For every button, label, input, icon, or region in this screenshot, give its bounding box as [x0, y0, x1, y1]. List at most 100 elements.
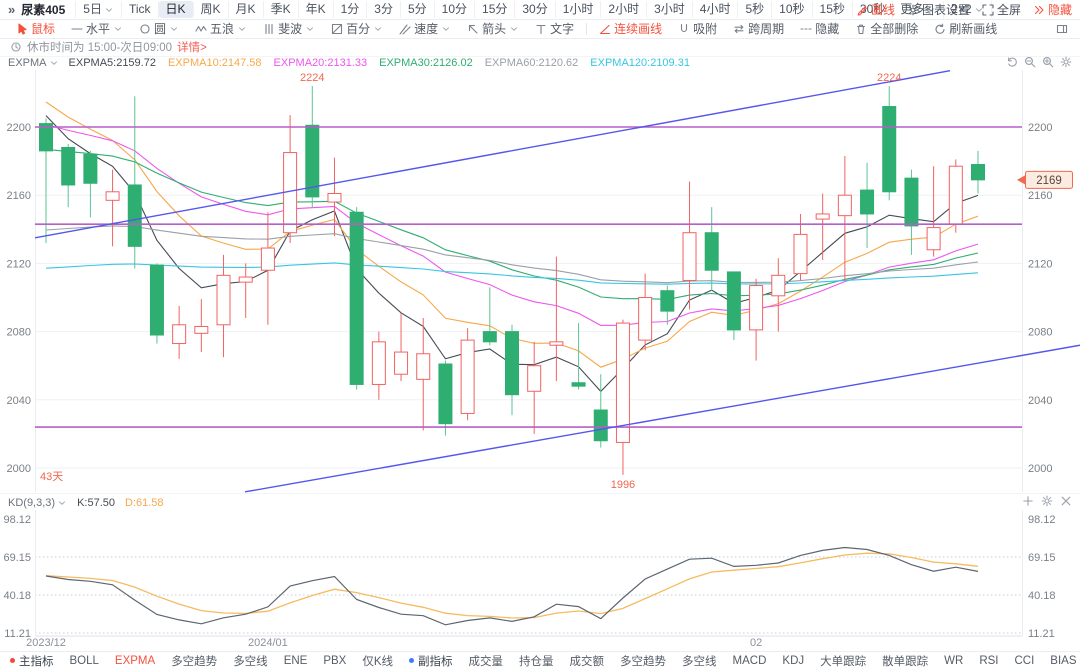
period-tab-week[interactable]: 周K — [194, 1, 229, 18]
svg-text:2120: 2120 — [1028, 258, 1052, 270]
layout-panel-button[interactable] — [1056, 23, 1072, 35]
gear-button[interactable] — [1041, 495, 1053, 510]
draw-mode-snap[interactable]: 吸附 — [670, 20, 725, 37]
period-tab-day[interactable]: 日K — [158, 1, 194, 18]
draw-button[interactable]: 画线 — [856, 1, 895, 18]
zoom-out-icon — [1024, 56, 1036, 68]
period-tab-year[interactable]: 年K — [299, 1, 334, 18]
main-indicator-ene[interactable]: ENE — [283, 654, 308, 667]
zoom-in-button[interactable] — [1042, 56, 1054, 71]
sub-indicator-open-interest[interactable]: 持仓量 — [519, 655, 554, 668]
collapse-panel-icon[interactable]: » — [8, 2, 16, 17]
undo-icon — [1006, 56, 1018, 68]
fibonacci-label: 斐波 — [278, 22, 303, 36]
fullscreen-button[interactable]: 全屏 — [982, 1, 1021, 18]
mouse-label: 鼠标 — [31, 22, 56, 36]
period-tab-3min[interactable]: 3分 — [367, 1, 401, 18]
draw-tool-percent[interactable]: 百分 — [323, 20, 391, 37]
draw-tool-five-wave[interactable]: 五浪 — [187, 20, 255, 37]
period-tab-10min[interactable]: 10分 — [435, 1, 476, 18]
draw-tool-fibonacci[interactable]: 斐波 — [255, 20, 323, 37]
main-indicator-boll[interactable]: BOLL — [69, 654, 99, 667]
period-tab-5min[interactable]: 5分 — [401, 1, 435, 18]
svg-text:2040: 2040 — [7, 395, 31, 407]
trash-icon — [855, 23, 867, 35]
sub-indicator-wr[interactable]: WR — [944, 654, 964, 667]
period-tab-30min[interactable]: 30分 — [515, 1, 556, 18]
period-tab-label: 5秒 — [745, 2, 765, 16]
draw-mode-continuous-draw[interactable]: 连续画线 — [591, 20, 670, 37]
symbol-title: 尿素405 — [21, 3, 66, 17]
period-tab-5d[interactable]: 5日 — [75, 1, 122, 18]
main-indicator-pbx[interactable]: PBX — [323, 654, 347, 667]
plus-button[interactable] — [1022, 495, 1034, 510]
circle-icon — [139, 23, 151, 35]
period-tab-label: 1小时 — [562, 2, 594, 16]
svg-text:40.18: 40.18 — [1028, 590, 1056, 602]
sub-indicator-selector[interactable]: KD(9,3,3) — [8, 497, 67, 509]
chart-settings-button[interactable]: 图表设置 — [907, 1, 970, 18]
period-tab-1h[interactable]: 1小时 — [556, 1, 602, 18]
period-tab-30s[interactable]: 30秒 — [853, 1, 894, 18]
period-tab-more[interactable]: 更多 — [893, 1, 945, 18]
sub-indicator-rsi[interactable]: RSI — [979, 654, 999, 667]
close-button[interactable] — [1060, 495, 1072, 510]
horizontal-label: 水平 — [86, 22, 111, 36]
draw-mode-hide-drawings[interactable]: 隐藏 — [792, 20, 847, 37]
main-indicator-dk-line[interactable]: 多空线 — [233, 655, 268, 668]
period-tab-grid-2x2[interactable]: 2×2 — [944, 1, 992, 18]
sub-indicator-dk-trend-sub[interactable]: 多空趋势 — [620, 655, 667, 668]
period-tab-15min[interactable]: 15分 — [475, 1, 516, 18]
period-tab-tick[interactable]: Tick — [122, 1, 159, 18]
period-tab-5s[interactable]: 5秒 — [738, 1, 773, 18]
draw-tool-mouse[interactable]: 鼠标 — [8, 20, 63, 37]
zoom-out-button[interactable] — [1024, 56, 1036, 71]
chart-settings-label: 图表设置 — [921, 3, 970, 17]
arrow-label: 箭头 — [482, 22, 507, 36]
svg-text:98.12: 98.12 — [3, 514, 31, 526]
draw-tool-circle[interactable]: 圆 — [131, 20, 187, 37]
hide-label: 隐藏 — [1047, 3, 1072, 17]
main-indicator-selector[interactable]: EXPMA — [8, 57, 59, 69]
period-tab-label: 15分 — [482, 2, 508, 16]
main-indicator-expma[interactable]: EXPMA — [114, 654, 156, 667]
period-tab-4h[interactable]: 4小时 — [693, 1, 739, 18]
draw-mode-refresh-drawings[interactable]: 刷新画线 — [926, 20, 1005, 37]
period-tab-15s[interactable]: 15秒 — [813, 1, 853, 18]
draw-tool-horizontal[interactable]: 水平 — [63, 20, 131, 37]
svg-text:40.18: 40.18 — [3, 590, 31, 602]
sub-indicator-volume[interactable]: 成交量 — [468, 655, 504, 668]
period-tab-10s[interactable]: 10秒 — [772, 1, 813, 18]
period-tab-3h[interactable]: 3小时 — [647, 1, 693, 18]
undo-button[interactable] — [1006, 56, 1018, 71]
gear-icon — [1041, 495, 1053, 507]
draw-mode-cross-period[interactable]: 跨周期 — [725, 20, 792, 37]
sub-indicator-kdj[interactable]: KDJ — [782, 654, 805, 667]
ema-value-label: EXPMA120:2109.31 — [590, 57, 690, 69]
main-chart-canvas[interactable]: 2000 2000 2040 2040 2080 2080 2120 2120 2160 2160… — [0, 70, 1080, 493]
sub-indicator-big-order[interactable]: 大单跟踪 — [820, 655, 867, 668]
sub-indicator-bias[interactable]: BIAS — [1050, 654, 1077, 667]
notice-details-link[interactable]: 详情> — [177, 42, 207, 54]
speed-lines-icon — [399, 23, 411, 35]
gear-button[interactable] — [1060, 56, 1072, 71]
kd-chart-canvas[interactable]: 98.12 98.12 69.15 69.15 40.18 40.18 11.21 11.21 — [0, 510, 1080, 637]
svg-text:2120: 2120 — [7, 258, 31, 270]
period-tab-1min[interactable]: 1分 — [334, 1, 368, 18]
draw-tool-arrow[interactable]: 箭头 — [459, 20, 527, 37]
sub-indicator-cci[interactable]: CCI — [1014, 654, 1035, 667]
period-tab-quarter[interactable]: 季K — [264, 1, 299, 18]
draw-mode-delete-all[interactable]: 全部删除 — [847, 20, 926, 37]
main-indicator-k-only[interactable]: 仅K线 — [362, 655, 394, 668]
sub-indicator-turnover[interactable]: 成交额 — [569, 655, 605, 668]
period-tab-month[interactable]: 月K — [229, 1, 264, 18]
draw-tool-speed[interactable]: 速度 — [391, 20, 459, 37]
main-indicator-dk-trend[interactable]: 多空趋势 — [171, 655, 218, 668]
sub-indicator-small-order[interactable]: 散单跟踪 — [882, 655, 929, 668]
sub-indicator-macd[interactable]: MACD — [732, 654, 767, 667]
period-tab-2h[interactable]: 2小时 — [601, 1, 648, 18]
hide-button[interactable]: 隐藏 — [1033, 1, 1072, 18]
draw-tool-text[interactable]: 文字 — [527, 20, 582, 37]
sub-indicator-dk-line-sub[interactable]: 多空线 — [682, 655, 717, 668]
panel-icon — [1056, 23, 1068, 35]
